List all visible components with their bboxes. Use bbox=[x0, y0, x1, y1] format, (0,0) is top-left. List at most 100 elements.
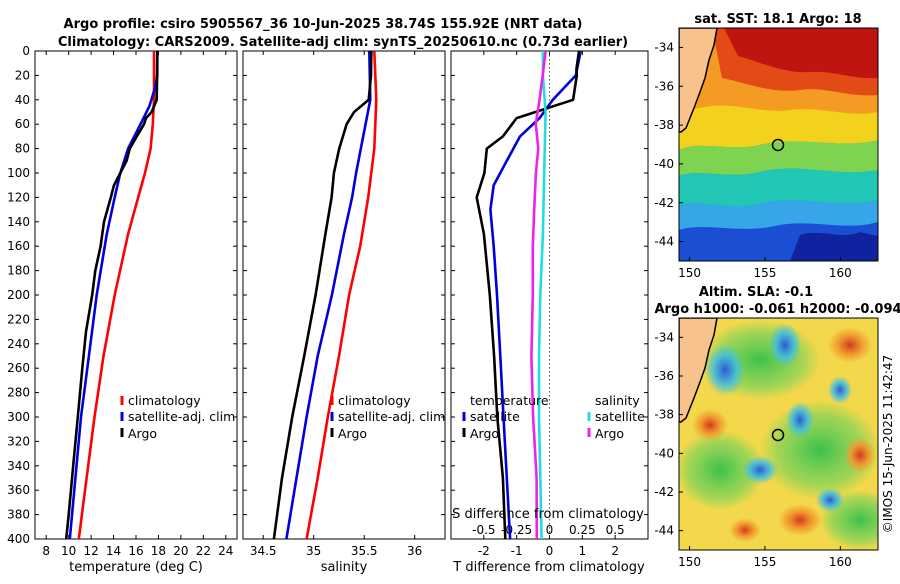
difference-xlabel: T difference from climatology bbox=[452, 560, 645, 575]
temperature-axes bbox=[34, 50, 238, 540]
series-line-temperature-argo bbox=[475, 51, 581, 539]
legend-heading-temperature: temperature bbox=[470, 393, 549, 408]
map-y-tick-label: -40 bbox=[654, 446, 674, 460]
depth-tick-label: 320 bbox=[7, 434, 30, 448]
series-line-climatology bbox=[305, 51, 378, 539]
temperature-xlabel: temperature (deg C) bbox=[69, 560, 203, 575]
depth-tick-label: 140 bbox=[7, 215, 30, 229]
depth-tick-label: 400 bbox=[7, 532, 30, 546]
series-line-temperature-satellite bbox=[489, 51, 582, 539]
x-tick-label: -1 bbox=[511, 544, 523, 558]
figure-title-line1: Argo profile: csiro 5905567_36 10-Jun-20… bbox=[64, 17, 583, 32]
sla-argo-marker bbox=[771, 428, 785, 442]
s-tick-label: -0.5 bbox=[472, 523, 495, 537]
legend-label-satellite: satellite-adj. clim bbox=[128, 409, 235, 424]
depth-tick-label: 20 bbox=[15, 68, 30, 82]
map-x-tick-label: 160 bbox=[829, 555, 852, 569]
legend-label-s-argo: Argo bbox=[595, 426, 624, 441]
x-tick-label: 36 bbox=[407, 544, 422, 558]
depth-tick-label: 220 bbox=[7, 312, 30, 326]
coastline bbox=[679, 318, 718, 423]
legend-label-t-argo: Argo bbox=[470, 426, 499, 441]
temperature-legend: climatology satellite-adj. clim Argo bbox=[120, 393, 235, 441]
sst-map-frame bbox=[678, 27, 879, 262]
map-x-tick-label: 155 bbox=[753, 555, 776, 569]
coastline bbox=[679, 28, 718, 133]
difference-legend: temperature satellite Argo salinity sate… bbox=[462, 393, 645, 441]
x-tick-label: 2 bbox=[611, 544, 619, 558]
map-x-tick-label: 160 bbox=[829, 266, 852, 280]
legend-label-climatology: climatology bbox=[128, 393, 201, 408]
depth-tick-label: 360 bbox=[7, 483, 30, 497]
x-tick-label: 1 bbox=[579, 544, 587, 558]
x-tick-label: 22 bbox=[196, 544, 211, 558]
salinity-legend: climatology satellite-adj. clim Argo bbox=[330, 393, 445, 441]
depth-tick-label: 260 bbox=[7, 361, 30, 375]
legend-heading-salinity: salinity bbox=[595, 393, 640, 408]
map-x-tick-label: 150 bbox=[678, 555, 701, 569]
map-y-tick-label: -34 bbox=[654, 40, 674, 54]
map-x-tick-label: 150 bbox=[678, 266, 701, 280]
depth-tick-label: 280 bbox=[7, 386, 30, 400]
map-y-tick-label: -36 bbox=[654, 369, 674, 383]
imos-credit: ©IMOS 15-Jun-2025 11:42:47 bbox=[881, 355, 895, 533]
series-line-salinity-argo bbox=[530, 51, 547, 539]
sst-map bbox=[679, 28, 878, 261]
sst-map-title: sat. SST: 18.1 Argo: 18 bbox=[694, 12, 861, 27]
map-x-tick-label: 155 bbox=[753, 266, 776, 280]
series-line-satellite-adj-clim bbox=[285, 51, 372, 539]
salinity-xlabel: salinity bbox=[321, 560, 368, 575]
legend-label-satellite: satellite-adj. clim bbox=[338, 409, 445, 424]
depth-tick-label: 380 bbox=[7, 508, 30, 522]
s-tick-label: 0.25 bbox=[569, 523, 596, 537]
map-y-tick-label: -38 bbox=[654, 408, 674, 422]
legend-label-s-satellite: satellite bbox=[595, 409, 645, 424]
depth-tick-label: 60 bbox=[15, 117, 30, 131]
salinity-axes bbox=[242, 50, 446, 540]
sla-map-frame bbox=[678, 317, 879, 551]
map-y-tick-label: -42 bbox=[654, 196, 674, 210]
s-tick-label: 0.5 bbox=[606, 523, 625, 537]
x-tick-label: 24 bbox=[218, 544, 233, 558]
depth-tick-label: 300 bbox=[7, 410, 30, 424]
sst-argo-marker bbox=[771, 138, 785, 152]
x-tick-label: 35.5 bbox=[351, 544, 378, 558]
x-tick-label: 0 bbox=[546, 544, 554, 558]
x-tick-label: 20 bbox=[173, 544, 188, 558]
depth-tick-label: 120 bbox=[7, 190, 30, 204]
x-tick-label: 8 bbox=[42, 544, 50, 558]
legend-label-argo: Argo bbox=[338, 426, 367, 441]
map-y-tick-label: -36 bbox=[654, 79, 674, 93]
depth-tick-label: 240 bbox=[7, 337, 30, 351]
sla-map-title-line1: Altim. SLA: -0.1 bbox=[699, 285, 813, 300]
depth-tick-label: 200 bbox=[7, 288, 30, 302]
series-line-argo bbox=[272, 51, 373, 539]
depth-tick-label: 80 bbox=[15, 142, 30, 156]
x-tick-label: 16 bbox=[128, 544, 143, 558]
sla-map bbox=[679, 318, 878, 550]
depth-tick-label: 100 bbox=[7, 166, 30, 180]
x-tick-label: 12 bbox=[83, 544, 98, 558]
series-line-argo bbox=[64, 51, 159, 539]
map-y-tick-label: -34 bbox=[654, 330, 674, 344]
s-tick-label: 0 bbox=[546, 523, 554, 537]
x-tick-label: 34.5 bbox=[250, 544, 277, 558]
figure-title-line2: Climatology: CARS2009. Satellite-adj cli… bbox=[58, 35, 628, 50]
map-y-tick-label: -44 bbox=[654, 235, 674, 249]
x-tick-label: 18 bbox=[151, 544, 166, 558]
map-y-tick-label: -42 bbox=[654, 485, 674, 499]
depth-tick-label: 160 bbox=[7, 239, 30, 253]
map-y-tick-label: -44 bbox=[654, 524, 674, 538]
x-tick-label: -2 bbox=[478, 544, 490, 558]
x-tick-label: 35 bbox=[306, 544, 321, 558]
series-line-satellite-adj-clim bbox=[68, 51, 159, 539]
s-difference-xlabel: S difference from climatology bbox=[452, 507, 644, 522]
sla-map-title-line2: Argo h1000: -0.061 h2000: -0.094 bbox=[654, 302, 900, 317]
legend-label-climatology: climatology bbox=[338, 393, 411, 408]
depth-tick-label: 0 bbox=[22, 44, 30, 58]
x-tick-label: 14 bbox=[106, 544, 121, 558]
map-y-tick-label: -40 bbox=[654, 157, 674, 171]
legend-label-t-satellite: satellite bbox=[470, 409, 520, 424]
map-y-tick-label: -38 bbox=[654, 118, 674, 132]
